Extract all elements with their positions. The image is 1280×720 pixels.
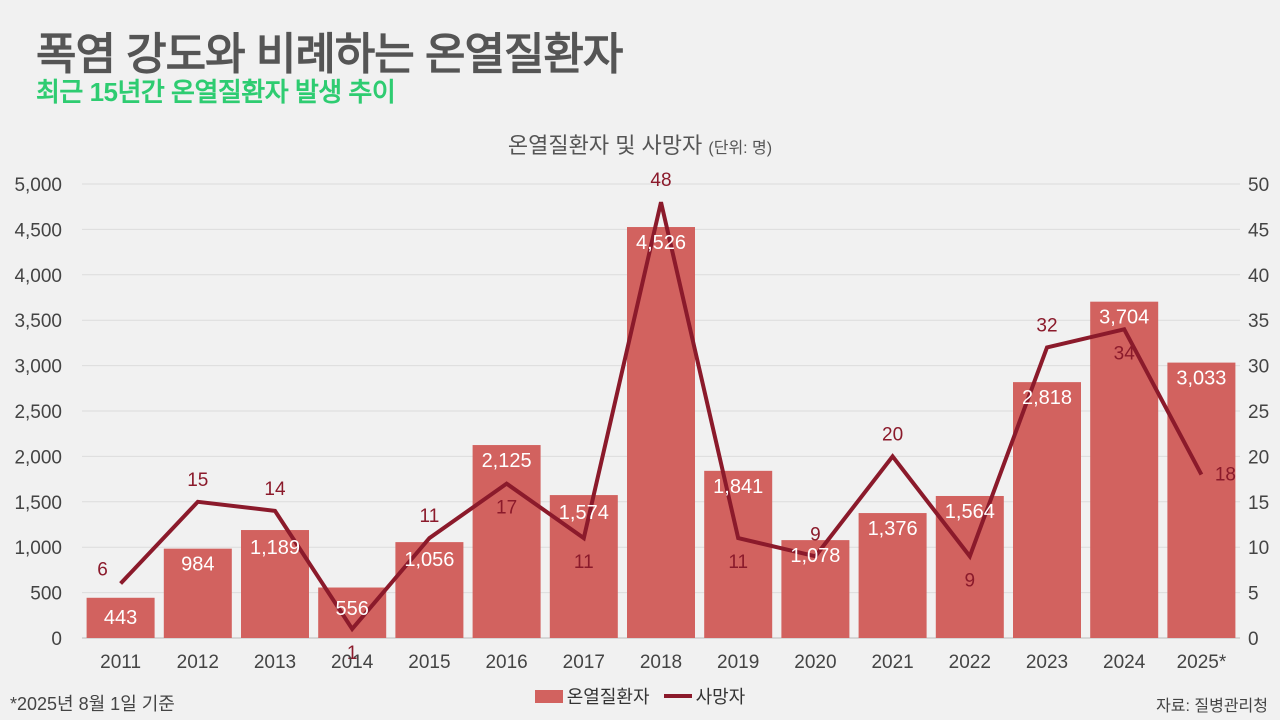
- x-tick-label: 2024: [1103, 652, 1146, 673]
- footnote: *2025년 8월 1일 기준: [10, 694, 175, 714]
- line-value-label: 48: [650, 170, 671, 191]
- y-right-tick-label: 25: [1248, 402, 1269, 423]
- x-tick-label: 2019: [717, 652, 759, 673]
- page-subtitle: 최근 15년간 온열질환자 발생 추이: [36, 77, 396, 107]
- legend-item-patients: 온열질환자: [534, 683, 650, 709]
- x-tick-label: 2023: [1026, 652, 1068, 673]
- line-value-label: 6: [97, 560, 108, 581]
- bar-value-label: 3,704: [1099, 307, 1149, 329]
- chart-legend: 온열질환자 사망자: [0, 683, 1280, 709]
- y-left-tick-label: 4,500: [14, 220, 62, 241]
- bar-value-label: 1,564: [945, 501, 995, 523]
- line-value-label: 32: [1036, 315, 1057, 336]
- line-value-label: 11: [728, 552, 748, 573]
- x-tick-label: 2018: [640, 652, 682, 673]
- x-tick-label: 2020: [794, 652, 836, 673]
- x-tick-label: 2022: [949, 652, 991, 673]
- page-title: 폭염 강도와 비례하는 온열질환자: [36, 30, 623, 79]
- bar-value-label: 1,078: [790, 545, 840, 567]
- line-value-label: 18: [1215, 465, 1236, 486]
- legend-line-swatch: [663, 694, 692, 698]
- source-credit: 자료: 질병관리청: [1156, 698, 1268, 715]
- line-value-label: 11: [574, 552, 594, 573]
- y-right-tick-label: 35: [1248, 311, 1269, 332]
- bar-value-label: 3,033: [1176, 368, 1226, 390]
- y-left-tick-label: 2,500: [14, 402, 62, 423]
- line-value-label: 14: [264, 479, 286, 500]
- line-value-label: 20: [882, 424, 903, 445]
- y-left-tick-label: 2,000: [14, 447, 62, 468]
- x-tick-label: 2012: [177, 652, 219, 673]
- legend-bar-swatch: [534, 689, 563, 703]
- bar: [472, 445, 541, 638]
- y-right-tick-label: 30: [1248, 357, 1269, 378]
- y-right-tick-label: 50: [1248, 175, 1269, 196]
- line-value-label: 9: [965, 570, 976, 591]
- x-tick-label: 2016: [485, 652, 527, 673]
- bar: [1013, 382, 1081, 638]
- bar-value-label: 2,818: [1022, 387, 1072, 409]
- x-tick-label: 2014: [331, 652, 374, 673]
- line-value-label: 15: [187, 470, 208, 491]
- y-left-tick-label: 4,000: [14, 266, 62, 287]
- bar-value-label: 984: [181, 554, 214, 576]
- y-left-tick-label: 500: [30, 584, 62, 605]
- bar-value-label: 2,125: [482, 450, 532, 472]
- line-value-label: 9: [810, 524, 821, 545]
- chart-title: 온열질환자 및 사망자 (단위: 명): [0, 128, 1280, 160]
- bar: [704, 470, 773, 638]
- bar: [395, 542, 464, 638]
- bar: [86, 597, 155, 638]
- x-tick-label: 2017: [563, 652, 605, 673]
- y-right-tick-label: 10: [1248, 538, 1269, 559]
- legend-line-label: 사망자: [695, 687, 746, 707]
- x-tick-label: 2013: [254, 652, 296, 673]
- legend-bar-label: 온열질환자: [566, 687, 650, 707]
- x-tick-label: 2011: [100, 652, 141, 673]
- bar-value-label: 1,574: [559, 502, 609, 524]
- bar-value-label: 1,841: [713, 476, 763, 498]
- bar: [858, 513, 927, 638]
- chart-title-main: 온열질환자 및 사망자: [507, 133, 703, 158]
- bar-value-label: 443: [104, 607, 137, 629]
- x-tick-label: 2025*: [1177, 652, 1227, 673]
- bar: [163, 548, 232, 638]
- y-left-tick-label: 1,000: [14, 538, 62, 559]
- y-right-tick-label: 40: [1248, 266, 1269, 287]
- y-right-tick-label: 20: [1248, 447, 1269, 468]
- y-right-tick-label: 5: [1248, 584, 1259, 605]
- line-value-label: 1: [347, 643, 358, 664]
- y-left-tick-label: 3,500: [14, 311, 62, 332]
- line-value-label: 11: [420, 506, 440, 527]
- x-tick-label: 2015: [408, 652, 450, 673]
- y-left-tick-label: 5,000: [14, 175, 62, 196]
- y-right-tick-label: 15: [1248, 493, 1269, 514]
- bar: [627, 227, 695, 639]
- chart-title-unit: (단위: 명): [708, 140, 773, 157]
- bar: [1167, 362, 1236, 638]
- bar: [549, 495, 618, 638]
- y-right-tick-label: 45: [1248, 220, 1269, 241]
- legend-item-deaths: 사망자: [663, 683, 746, 709]
- bar-value-label: 556: [336, 598, 369, 620]
- y-right-tick-label: 0: [1248, 629, 1259, 650]
- bar-value-label: 1,056: [404, 549, 454, 571]
- bar-value-label: 1,376: [868, 518, 918, 540]
- series-line-deaths: [119, 201, 1204, 633]
- bar-value-label: 4,526: [636, 232, 686, 254]
- line-value-label: 34: [1114, 343, 1136, 364]
- y-left-tick-label: 3,000: [14, 357, 62, 378]
- y-left-tick-label: 1,500: [14, 493, 62, 514]
- y-left-tick-label: 0: [51, 629, 62, 650]
- bar-value-label: 1,189: [250, 537, 300, 559]
- x-tick-label: 2021: [871, 652, 913, 673]
- bar: [1090, 301, 1159, 638]
- bar: [935, 495, 1004, 638]
- line-value-label: 17: [496, 498, 517, 519]
